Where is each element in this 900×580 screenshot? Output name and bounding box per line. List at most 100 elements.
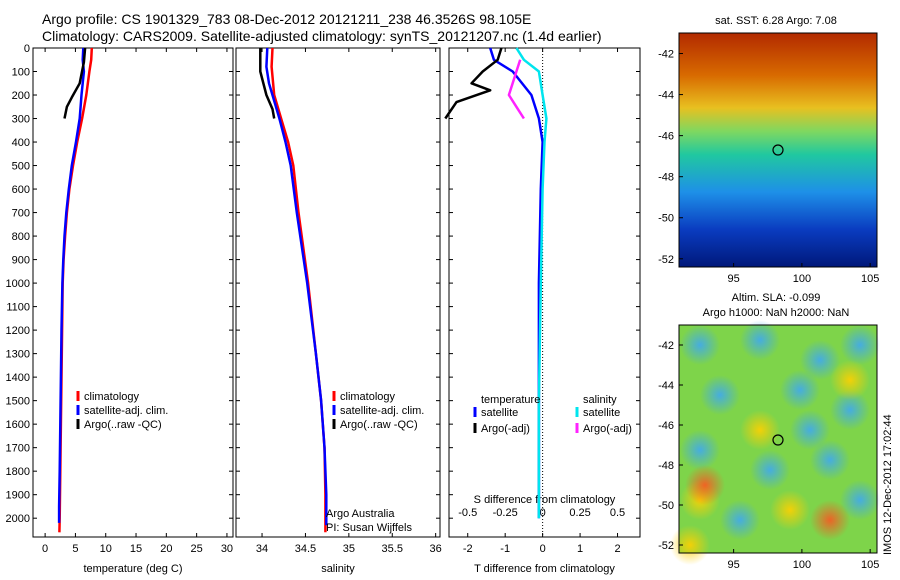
x-tick-label: 5: [72, 543, 78, 555]
sst-map-title: sat. SST: 6.28 Argo: 7.08: [715, 15, 837, 27]
map-y-tick-label: -48: [658, 460, 674, 472]
y-tick-label: 900: [12, 255, 30, 267]
series-line: [515, 47, 548, 519]
series-line: [58, 47, 94, 533]
series-line: [57, 47, 86, 523]
x-axis-label: salinity: [321, 563, 355, 575]
sla-eddy: [680, 325, 720, 365]
y-tick-label: 500: [12, 161, 30, 173]
map-y-tick-label: -42: [658, 49, 674, 61]
plot-frame: [235, 47, 441, 538]
sla-eddy: [680, 430, 720, 470]
sla-eddy: [685, 465, 725, 505]
x-tick-label: 34.5: [295, 543, 316, 555]
sla-argo-location-marker: [772, 434, 784, 446]
x-tick-label: 0: [540, 543, 546, 555]
difference-panel: -2 -1 0 1 2 T difference from climatology -0.5…: [444, 47, 641, 575]
legend-label: satellite-adj. clim.: [340, 405, 424, 417]
y-tick-label: 1200: [6, 325, 30, 337]
y-tick-label: 800: [12, 231, 30, 243]
legend-label: Argo(..raw -QC): [340, 419, 418, 431]
sla-eddy: [670, 525, 710, 565]
x-tick-label: 35: [343, 543, 355, 555]
sla-eddy: [830, 360, 870, 400]
sla-eddy: [800, 340, 840, 380]
sla-eddy: [700, 375, 740, 415]
salinity-diff-label: S difference from climatology: [474, 494, 616, 506]
map-y-tick-label: -50: [658, 500, 674, 512]
series-line: [265, 47, 328, 526]
map-x-tick-label: 95: [727, 559, 739, 571]
legend-label: satellite: [481, 407, 518, 419]
provider-annotation: Argo Australia: [326, 508, 395, 520]
map-x-tick-label: 105: [861, 559, 879, 571]
temperature-panel: 0 5 10 15 20 25 300100200300400500600700800900…: [6, 43, 234, 575]
legend-title-salinity: salinity: [583, 394, 617, 406]
sla-eddy: [720, 500, 760, 540]
sla-eddy: [840, 325, 880, 365]
y-tick-label: 2000: [6, 513, 30, 525]
legend-label: climatology: [84, 391, 140, 403]
salinity-diff-tick-label: 0.25: [569, 507, 590, 519]
x-tick-label: 10: [100, 543, 112, 555]
y-tick-label: 300: [12, 114, 30, 126]
y-tick-label: 100: [12, 67, 30, 79]
sla-eddy: [840, 480, 880, 520]
legend-label: satellite: [583, 407, 620, 419]
series-line: [507, 59, 525, 120]
y-tick-label: 1500: [6, 396, 30, 408]
y-tick-label: 1700: [6, 443, 30, 455]
map-y-tick-label: -52: [658, 540, 674, 552]
x-tick-label: 1: [577, 543, 583, 555]
x-tick-label: 2: [614, 543, 620, 555]
y-tick-label: 200: [12, 90, 30, 102]
sla-map-frame: [678, 324, 878, 554]
x-axis-label: temperature (deg C): [83, 563, 182, 575]
sla-map-title-2: Argo h1000: NaN h2000: NaN: [703, 307, 850, 319]
sst-map-frame: [678, 32, 878, 268]
sla-map-title-1: Altim. SLA: -0.099: [732, 292, 821, 304]
salinity-diff-tick-label: 0.5: [610, 507, 625, 519]
map-y-tick-label: -48: [658, 172, 674, 184]
map-y-tick-label: -52: [658, 254, 674, 266]
y-tick-label: 0: [24, 43, 30, 55]
legend-label: satellite-adj. clim.: [84, 405, 168, 417]
y-tick-label: 1600: [6, 419, 30, 431]
x-tick-label: -2: [463, 543, 473, 555]
sla-map-axes: 95 100 105 -42 -44 -46 -48 -50 -52: [658, 340, 879, 571]
x-tick-label: 20: [160, 543, 172, 555]
imos-credit: IMOS 12-Dec-2012 17:02:44: [882, 414, 894, 555]
salinity-panel: 34 34.5 35 35.5 36 salinity climatology satelli…: [235, 47, 442, 575]
series-line: [63, 47, 87, 119]
sla-map-eddies: [670, 320, 880, 565]
legend-label: climatology: [340, 391, 396, 403]
plot-frame: [448, 47, 641, 538]
map-x-tick-label: 105: [861, 273, 879, 285]
legend-label: Argo(..raw -QC): [84, 419, 162, 431]
sst-map: sat. SST: 6.28 Argo: 7.08: [658, 15, 879, 285]
x-tick-label: 30: [221, 543, 233, 555]
legend-label: Argo(-adj): [583, 423, 632, 435]
x-tick-label: 15: [130, 543, 142, 555]
sla-eddy: [810, 440, 850, 480]
sst-argo-location-marker: [772, 144, 784, 156]
series-line: [489, 47, 544, 519]
salinity-diff-tick-label: 0: [540, 507, 546, 519]
sla-eddy: [740, 320, 780, 360]
sla-eddy: [770, 490, 810, 530]
map-y-tick-label: -42: [658, 340, 674, 352]
x-tick-label: -1: [500, 543, 510, 555]
sla-eddy: [740, 410, 780, 450]
x-axis-label: T difference from climatology: [474, 563, 615, 575]
y-tick-label: 600: [12, 184, 30, 196]
x-tick-label: 35.5: [382, 543, 403, 555]
provider-annotation: PI: Susan Wijffels: [326, 522, 412, 534]
sla-map: Altim. SLA: -0.099 Argo h1000: NaN h2000…: [658, 292, 880, 571]
map-y-tick-label: -44: [658, 90, 674, 102]
y-tick-label: 400: [12, 137, 30, 149]
map-y-tick-label: -46: [658, 131, 674, 143]
x-tick-label: 34: [256, 543, 268, 555]
x-tick-label: 0: [42, 543, 48, 555]
series-line: [444, 47, 503, 120]
y-tick-label: 1800: [6, 466, 30, 478]
